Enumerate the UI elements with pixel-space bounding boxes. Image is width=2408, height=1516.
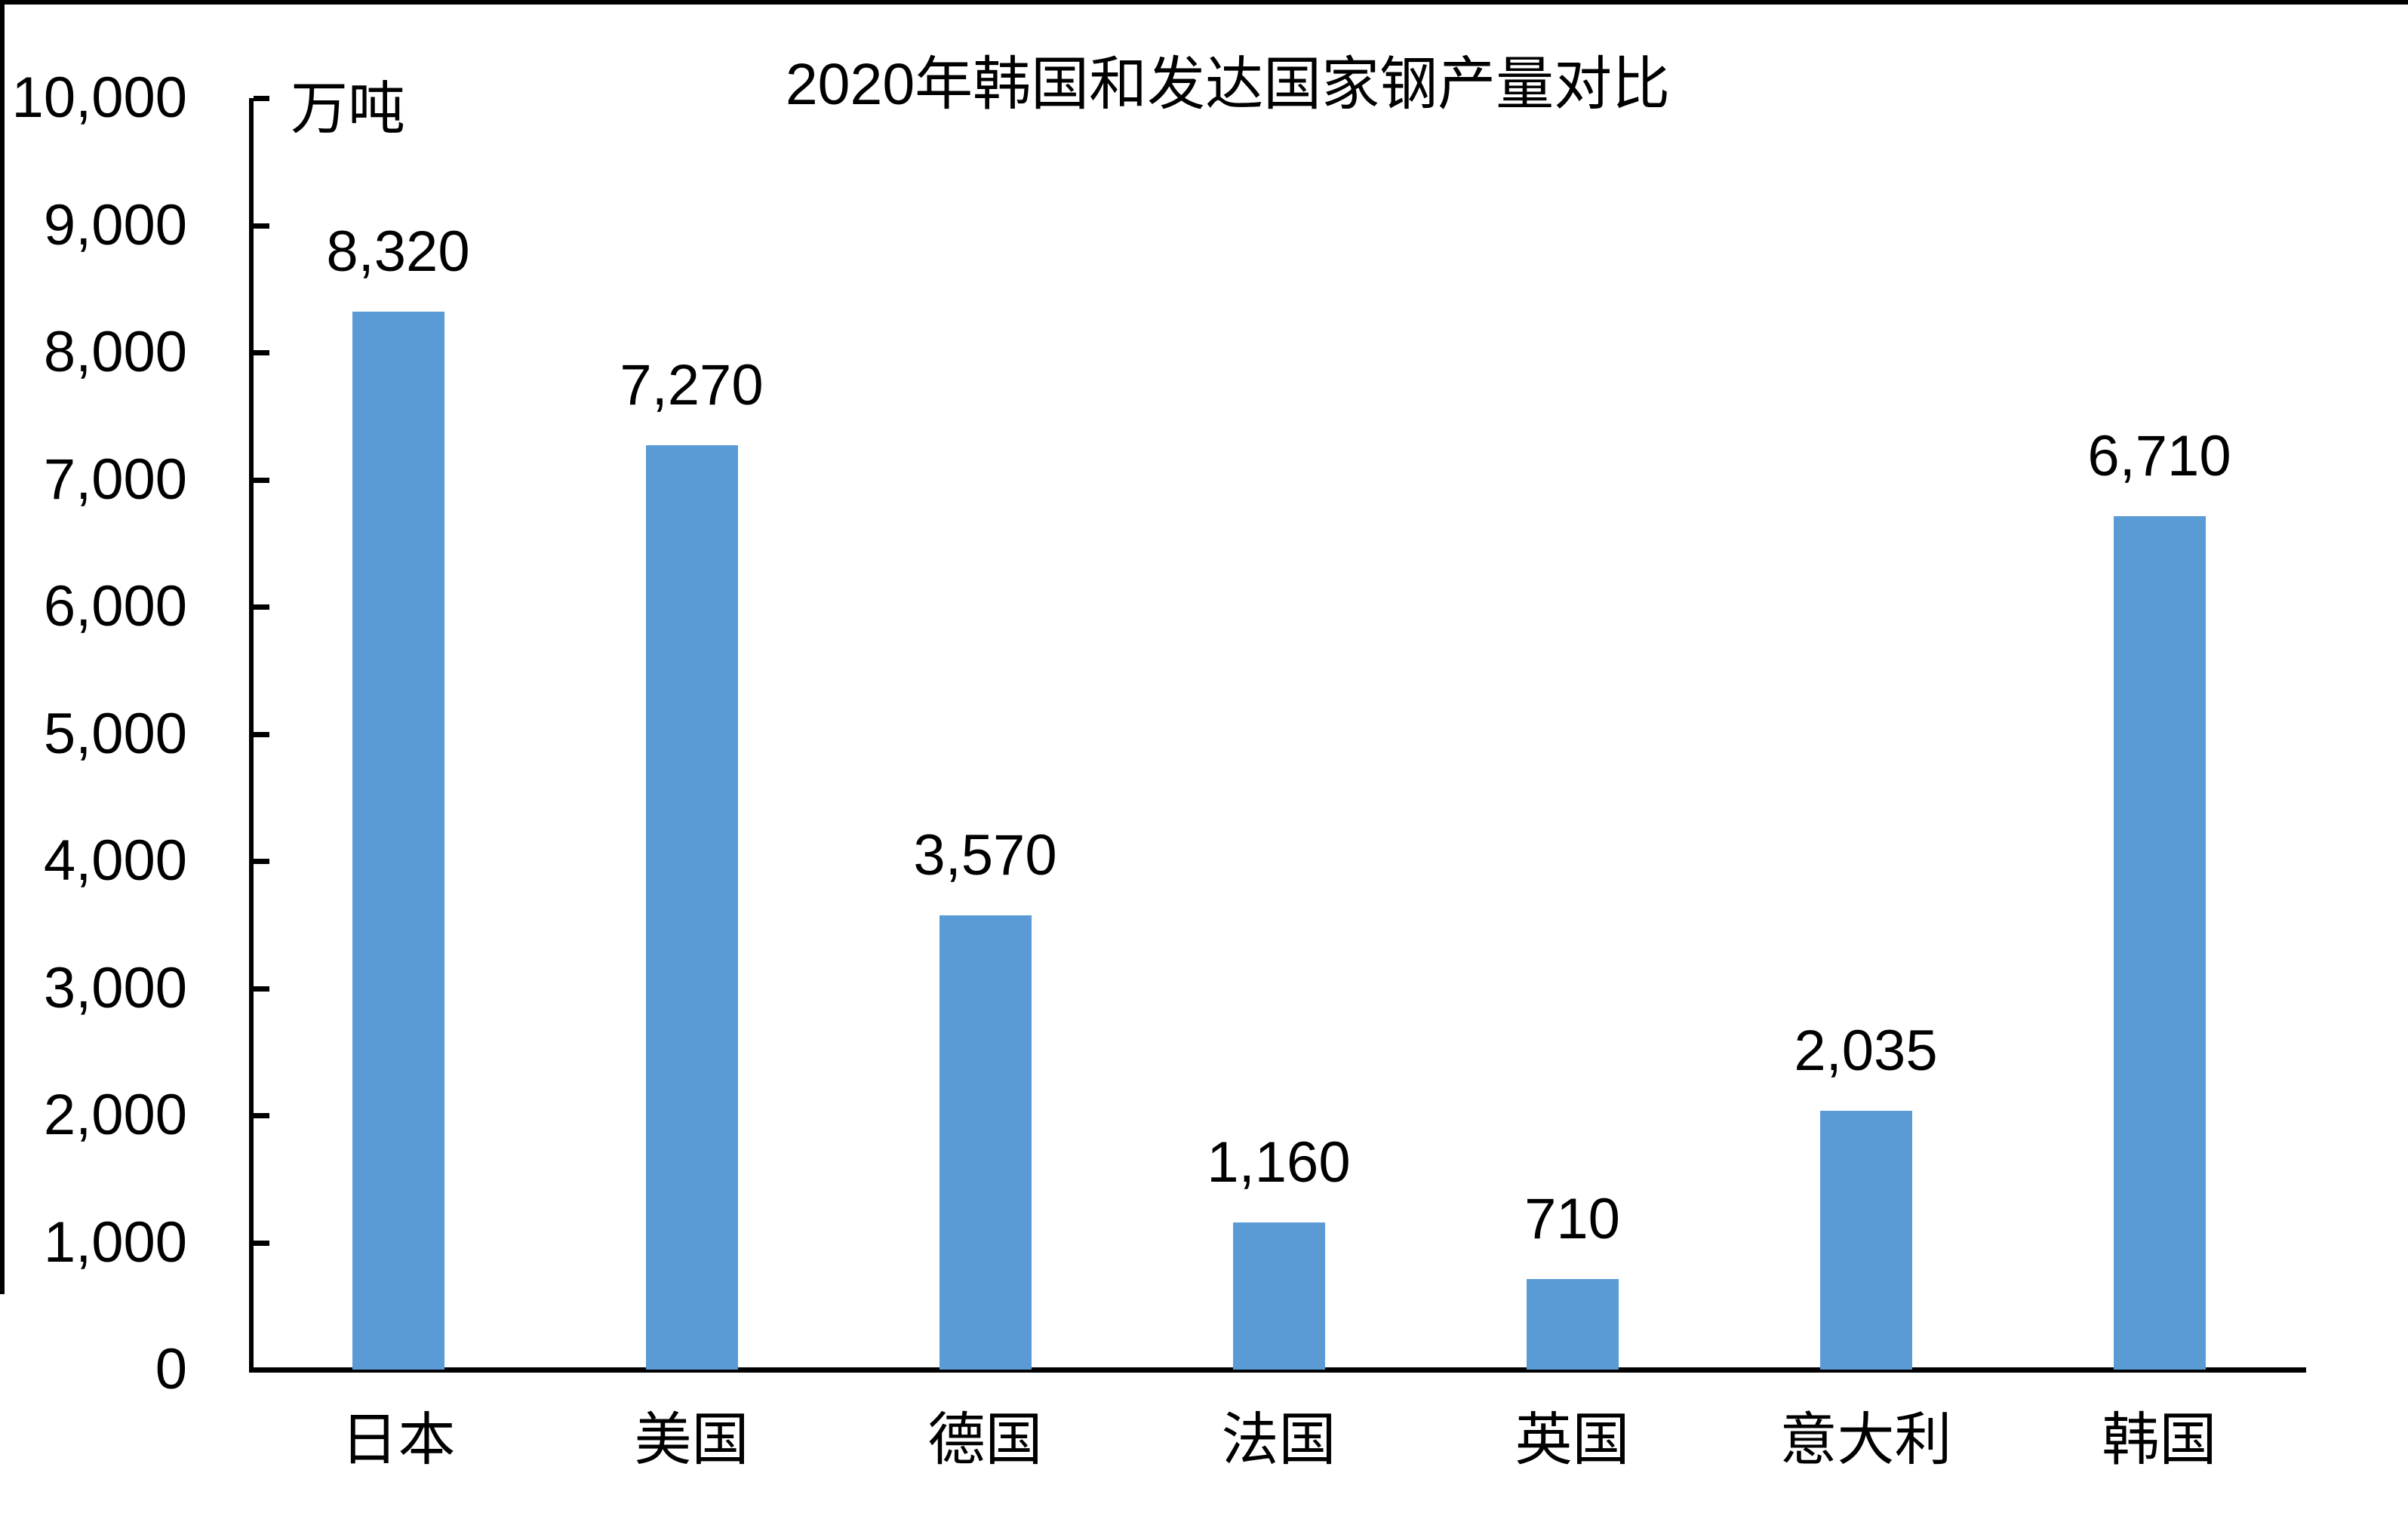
y-tick-label: 3,000 (43, 955, 187, 1020)
bar-value-label: 710 (1524, 1187, 1620, 1252)
y-tick-label: 10,000 (11, 66, 187, 130)
category-label: 法国 (1221, 1408, 1336, 1472)
category-label: 德国 (927, 1408, 1043, 1472)
bar-value-label: 2,035 (1794, 1019, 1938, 1084)
bar (352, 312, 444, 1370)
bar-value-label: 7,270 (620, 353, 764, 417)
y-tick-label: 0 (155, 1337, 187, 1401)
bar-value-label: 1,160 (1207, 1130, 1351, 1195)
y-tick-mark (254, 96, 269, 101)
y-tick-label: 2,000 (43, 1083, 187, 1147)
category-label: 韩国 (2102, 1408, 2217, 1472)
category-label: 美国 (634, 1408, 749, 1472)
y-tick-label: 1,000 (43, 1210, 187, 1275)
y-axis-line (249, 98, 254, 1373)
y-tick-label: 9,000 (43, 192, 187, 257)
bar (2113, 516, 2206, 1370)
screenshot-left-border (0, 0, 5, 1294)
y-axis-unit-label: 万吨 (291, 77, 405, 141)
category-label: 英国 (1515, 1408, 1630, 1472)
y-tick-mark (254, 859, 269, 864)
y-tick-label: 6,000 (43, 574, 187, 638)
y-tick-mark (254, 731, 269, 737)
bar-value-label: 6,710 (2087, 424, 2231, 489)
y-tick-mark (254, 350, 269, 355)
y-tick-label: 5,000 (43, 701, 187, 766)
y-tick-label: 4,000 (43, 829, 187, 893)
y-tick-label: 8,000 (43, 320, 187, 384)
y-tick-mark (254, 604, 269, 610)
bar (1232, 1222, 1325, 1370)
y-tick-label: 7,000 (43, 447, 187, 512)
x-axis-line (249, 1367, 2306, 1373)
y-tick-mark (254, 1113, 269, 1118)
chart-title: 2020年韩国和发达国家钢产量对比 (785, 52, 1671, 117)
y-tick-mark (254, 223, 269, 229)
screenshot-top-border (0, 0, 2408, 5)
bar-value-label: 8,320 (326, 220, 470, 284)
y-tick-mark (254, 1367, 269, 1373)
category-label: 意大利 (1779, 1408, 1952, 1472)
bar (1526, 1279, 1619, 1370)
bar (939, 915, 1032, 1370)
bar-value-label: 3,570 (913, 823, 1057, 888)
bar (1819, 1111, 1912, 1370)
y-tick-mark (254, 986, 269, 992)
bar (645, 445, 738, 1370)
category-label: 日本 (340, 1408, 456, 1472)
y-tick-mark (254, 1240, 269, 1246)
y-tick-mark (254, 477, 269, 483)
